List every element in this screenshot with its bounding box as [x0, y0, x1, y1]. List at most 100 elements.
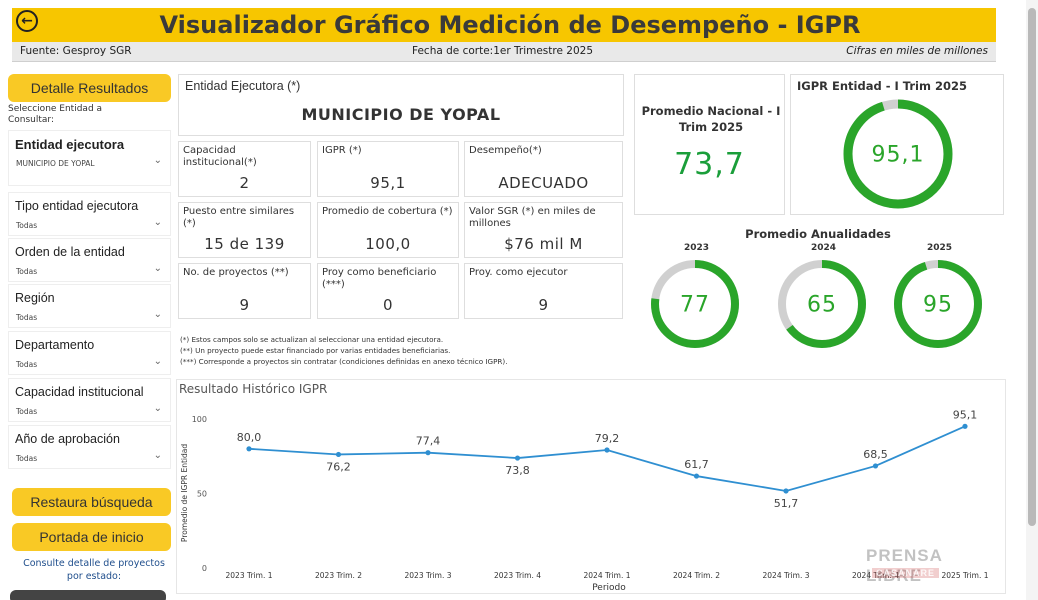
kpi-card: Valor SGR (*) en miles de millones $76 mi…	[464, 202, 623, 258]
filter-value: Todas	[16, 267, 38, 276]
footnote: (**) Un proyecto puede estar financiado …	[180, 346, 451, 355]
back-arrow-icon[interactable]: ←	[16, 10, 38, 32]
gauge-fill	[778, 260, 866, 348]
header-bar	[12, 8, 996, 42]
gauge-fill	[894, 260, 982, 348]
entity-card: Entidad Ejecutora (*) MUNICIPIO DE YOPAL	[178, 74, 624, 136]
historical-chart-card: Resultado Histórico IGPR 0 50 100 Promedio …	[176, 379, 1006, 594]
promedio-anualidades-title: Promedio Anualidades	[745, 227, 891, 241]
filter-label: Orden de la entidad	[15, 245, 125, 259]
data-point[interactable]	[246, 446, 252, 452]
data-point[interactable]	[783, 488, 789, 494]
kpi-value: 9	[239, 296, 250, 314]
chevron-down-icon[interactable]: ⌄	[153, 403, 162, 414]
data-point[interactable]	[872, 463, 879, 469]
promedio-nacional-value: 73,7	[674, 147, 745, 182]
y-tick-label: 0	[202, 564, 207, 573]
kpi-label: Capacidad institucional(*)	[183, 145, 257, 168]
kpi-label: Proy como beneficiario (***)	[322, 267, 437, 290]
y-tick-label: 50	[197, 490, 207, 499]
kpi-label: Valor SGR (*) en miles de millones	[469, 206, 596, 229]
gauge-value: 77	[680, 293, 710, 318]
y-tick-label: 100	[192, 415, 207, 424]
chevron-down-icon[interactable]: ⌄	[153, 450, 162, 461]
portada-inicio-button[interactable]: Portada de inicio	[12, 523, 171, 551]
x-tick-label: 2023 Trim. 2	[315, 571, 362, 580]
kpi-card: Proy. como ejecutor 9	[464, 263, 623, 319]
consulte-detalle-link[interactable]: Consulte detalle de proyectos por estado…	[23, 558, 165, 582]
anual-gauge-2023: 77	[651, 260, 739, 348]
data-point[interactable]	[425, 450, 431, 456]
source-text: Fuente: Gesproy SGR	[20, 45, 132, 57]
chevron-down-icon[interactable]: ⌄	[153, 309, 162, 320]
footnotes: (*) Estos campos solo se actualizan al s…	[180, 334, 508, 367]
kpi-label: Promedio de cobertura (*)	[322, 206, 453, 217]
filter-label: Departamento	[15, 338, 95, 352]
data-point[interactable]	[962, 423, 968, 429]
kpi-value: 9	[538, 296, 549, 314]
chevron-down-icon[interactable]: ⌄	[153, 263, 162, 274]
detalle-resultados-button[interactable]: Detalle Resultados	[8, 74, 171, 102]
chevron-down-icon[interactable]: ⌄	[153, 217, 162, 228]
x-tick-label: 2024 Trim. 1	[584, 571, 631, 580]
data-label: 61,7	[684, 458, 709, 471]
x-tick-label: 2024 Trim. 3	[763, 571, 810, 580]
data-point[interactable]	[693, 473, 700, 479]
filter-dropdown[interactable]: Año de aprobación Todas ⌄	[8, 425, 171, 469]
footnote: (*) Estos campos solo se actualizan al s…	[180, 335, 444, 344]
kpi-card: Proy como beneficiario (***) 0	[317, 263, 459, 319]
data-label: 80,0	[237, 431, 262, 444]
data-point[interactable]	[604, 447, 610, 453]
filter-label: Región	[15, 291, 55, 305]
igpr-entidad-label: IGPR Entidad - I Trim 2025	[797, 79, 967, 93]
estado-proyectos-button[interactable]	[10, 590, 166, 600]
watermark-subtext: CASANARE	[872, 568, 940, 578]
gauge-fill	[651, 260, 739, 348]
kpi-card: No. de proyectos (**) 9	[178, 263, 311, 319]
entity-label: Entidad Ejecutora (*)	[185, 79, 301, 93]
year-label: 2025	[927, 243, 953, 253]
kpi-label: Desempeño(*)	[469, 145, 542, 156]
x-tick-label: 2024 Trim. 4	[852, 571, 899, 580]
filter-dropdown[interactable]: Región Todas ⌄	[8, 284, 171, 328]
filter-dropdown[interactable]: Capacidad institucional Todas ⌄	[8, 378, 171, 422]
chart-title: Resultado Histórico IGPR	[179, 382, 328, 396]
select-entity-label: Seleccione Entidad a Consultar:	[8, 104, 103, 125]
kpi-label: Proy. como ejecutor	[469, 267, 568, 278]
filter-dropdown[interactable]: Tipo entidad ejecutora Todas ⌄	[8, 192, 171, 236]
filter-dropdown[interactable]: Orden de la entidad Todas ⌄	[8, 238, 171, 282]
kpi-value: 0	[382, 296, 394, 314]
info-bar: Fuente: Gesproy SGR Fecha de corte:1er T…	[12, 42, 996, 62]
x-axis-label: Periodo	[592, 583, 626, 593]
anual-gauge-2025: 95	[894, 260, 982, 348]
kpi-value: 15 de 139	[204, 235, 285, 253]
x-tick-label: 2024 Trim. 2	[673, 571, 720, 580]
cutoff-date-text: Fecha de corte:1er Trimestre 2025	[412, 45, 593, 57]
data-label: 73,8	[505, 464, 530, 477]
scrollbar[interactable]	[1026, 0, 1038, 600]
watermark-text: PRENSA LIBRE	[866, 546, 943, 585]
entity-name: MUNICIPIO DE YOPAL	[301, 105, 501, 124]
gauge-track	[894, 260, 982, 348]
chevron-down-icon[interactable]: ⌄	[153, 356, 162, 367]
kpi-label: No. de proyectos (**)	[183, 267, 289, 278]
filter-dropdown[interactable]: Departamento Todas ⌄	[8, 331, 171, 375]
x-tick-label: 2025 Trim. 1	[942, 571, 989, 580]
filter-label: Capacidad institucional	[15, 385, 144, 399]
gauge-value: 65	[807, 293, 837, 318]
filter-dropdown[interactable]: Entidad ejecutora MUNICIPIO DE YOPAL ⌄	[8, 130, 171, 186]
kpi-card: Puesto entre similares (*) 15 de 139	[178, 202, 311, 258]
promedio-nacional-card: Promedio Nacional - I Trim 2025 73,7	[634, 74, 785, 215]
kpi-card: Capacidad institucional(*) 2	[178, 141, 311, 197]
data-label: 79,2	[595, 432, 620, 445]
data-point[interactable]	[514, 455, 521, 461]
footnote: (***) Corresponde a proyectos sin contra…	[180, 357, 508, 366]
kpi-value: ADECUADO	[498, 174, 589, 192]
line-chart: 0 50 100 Promedio de IGPR Entidad Periodo 80,…	[180, 408, 989, 593]
data-point[interactable]	[335, 451, 342, 458]
restaura-busqueda-button[interactable]: Restaura búsqueda	[12, 488, 171, 516]
filter-value: MUNICIPIO DE YOPAL	[16, 159, 95, 168]
x-tick-label: 2023 Trim. 3	[405, 571, 452, 580]
chevron-down-icon[interactable]: ⌄	[153, 155, 162, 166]
scrollbar-thumb[interactable]	[1028, 8, 1036, 526]
